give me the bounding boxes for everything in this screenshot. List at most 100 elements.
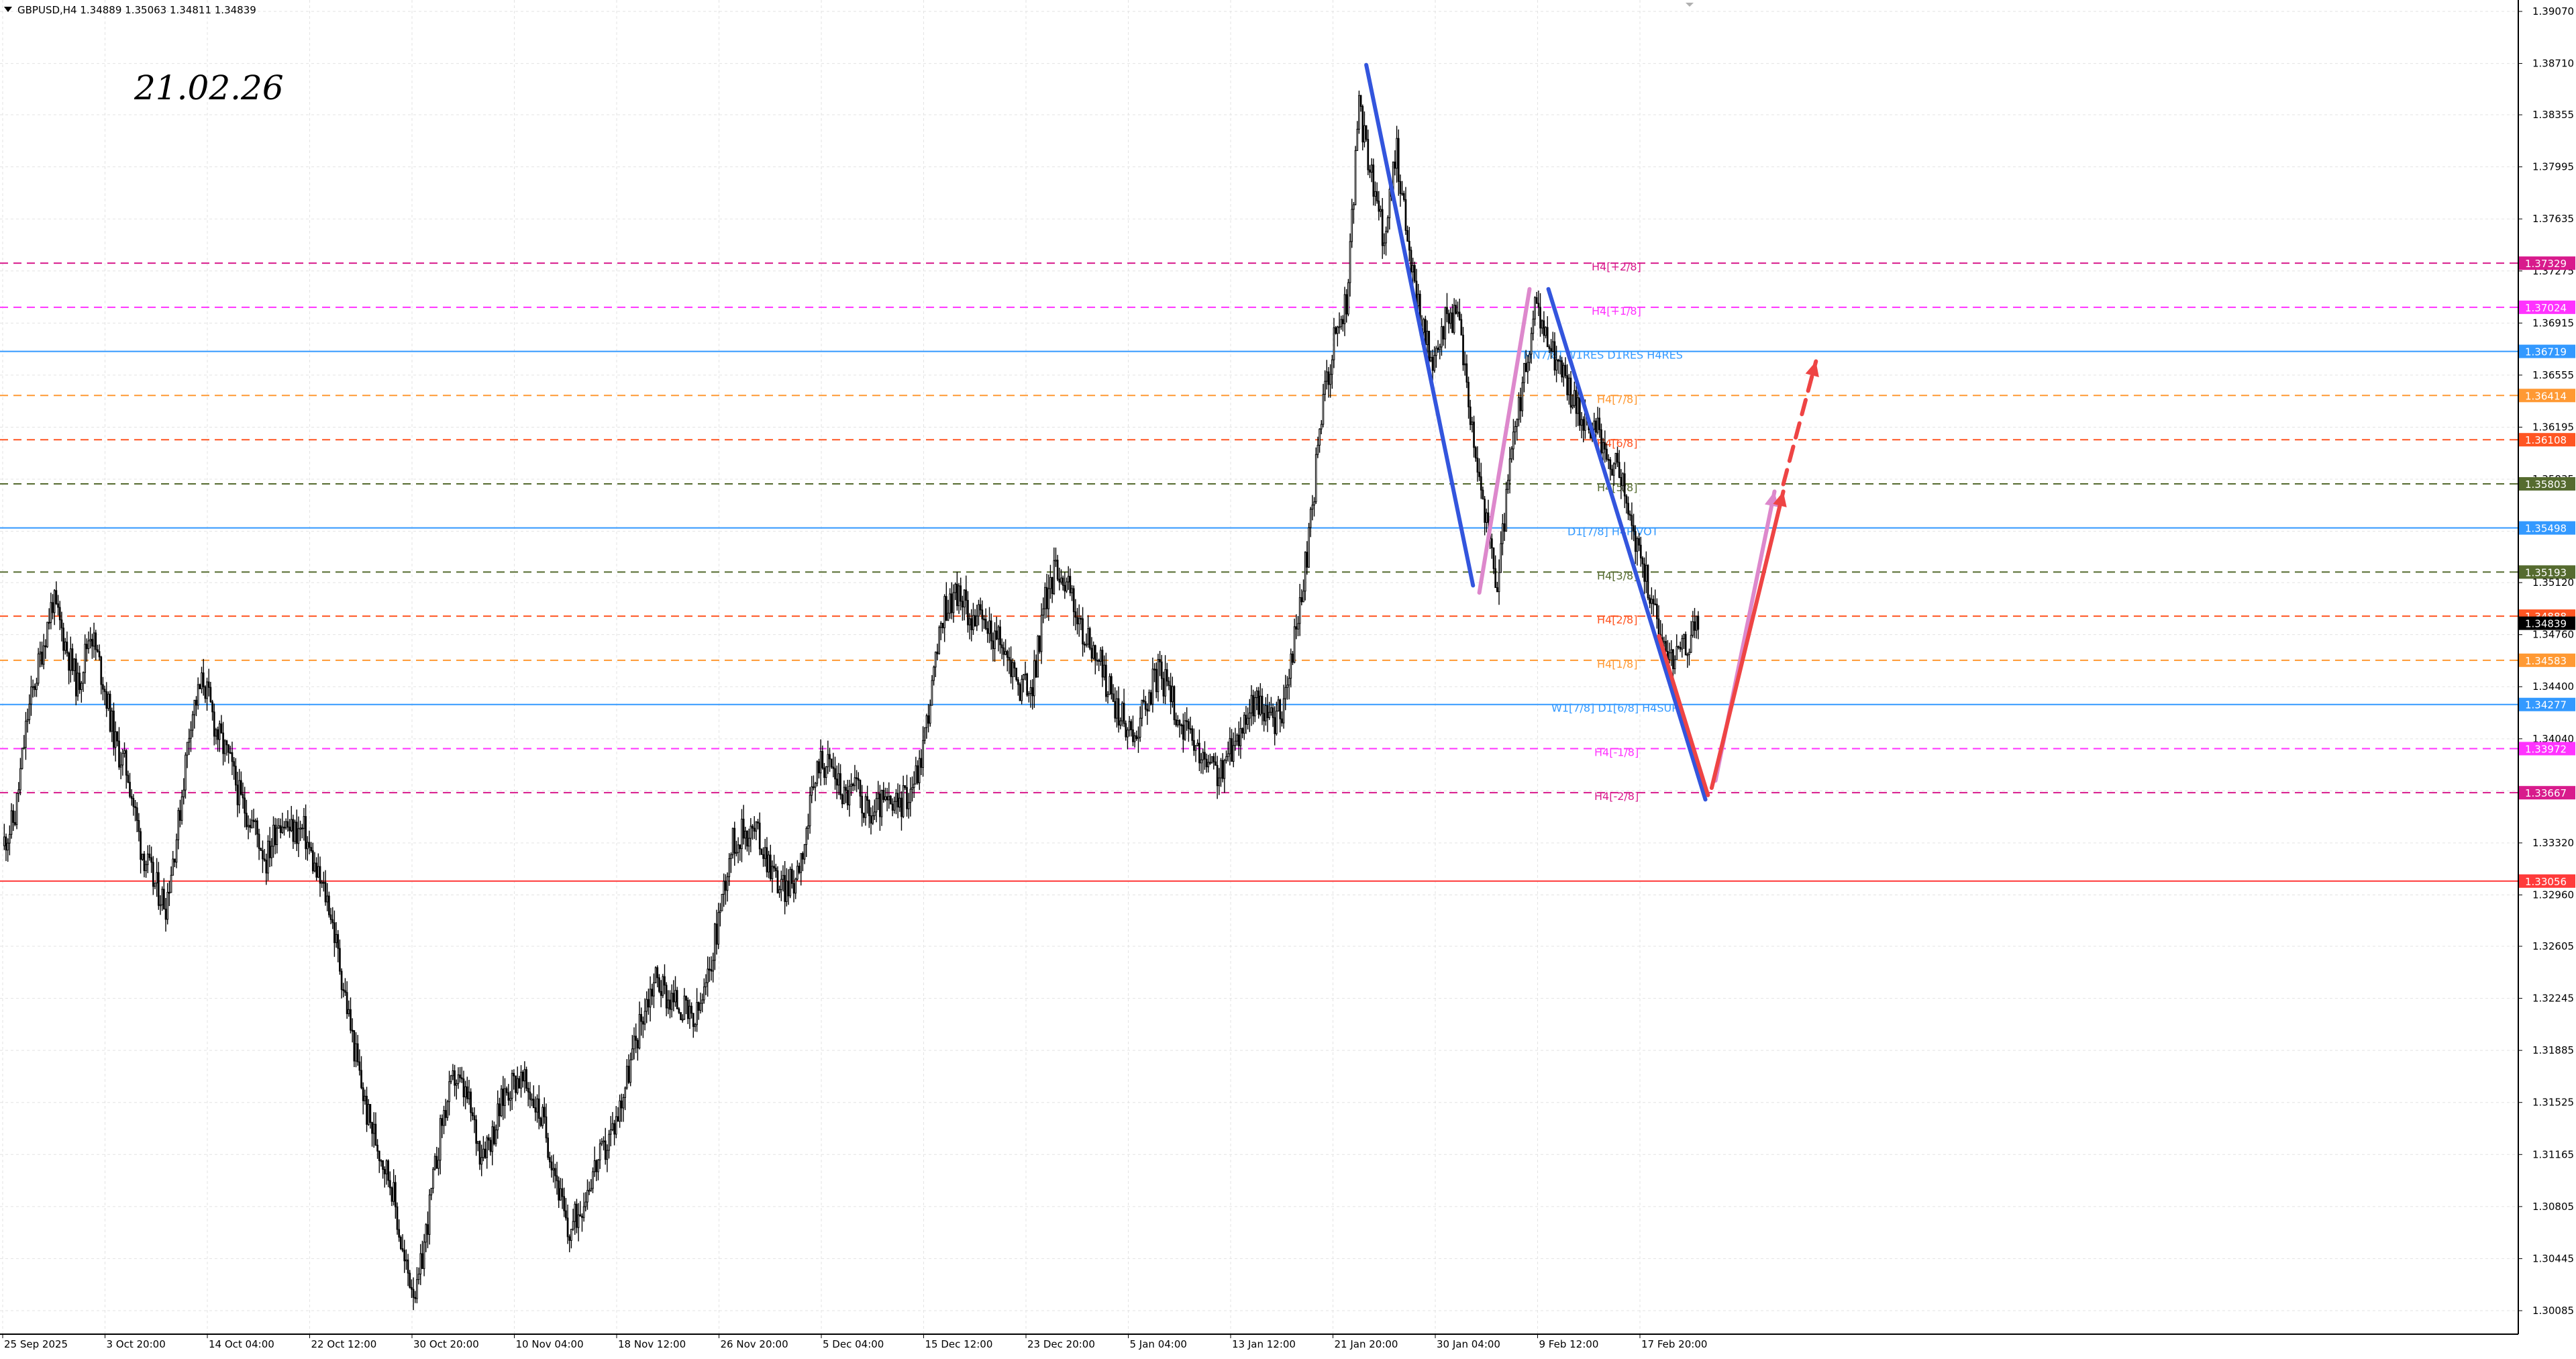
- candle-body: [500, 1089, 503, 1117]
- candle-body: [686, 999, 689, 1019]
- candle-body: [1205, 758, 1208, 768]
- candle-body: [1476, 458, 1479, 473]
- candle-body: [168, 891, 170, 894]
- candle-body: [1265, 705, 1267, 721]
- candle-body: [348, 1009, 350, 1015]
- candle-body: [1035, 660, 1037, 678]
- candle-body: [874, 811, 876, 817]
- current-price-tag-box: [2519, 616, 2575, 630]
- candle-body: [1082, 618, 1084, 645]
- candle-body: [1292, 653, 1294, 663]
- y-tick-label: 1.37995: [2532, 161, 2574, 173]
- y-tick-label: 1.31885: [2532, 1044, 2574, 1056]
- candle-body: [766, 847, 768, 872]
- candle-body: [37, 653, 40, 684]
- candle-body: [525, 1069, 527, 1089]
- candle-body: [1137, 737, 1139, 740]
- candle-body: [730, 854, 732, 859]
- candle-body: [130, 796, 133, 799]
- trend-drawings: [1364, 62, 1819, 802]
- candle-body: [536, 1098, 538, 1113]
- level-label: H4[+2/8]: [1592, 260, 1641, 273]
- candle-body: [287, 821, 289, 827]
- x-tick-label: 13 Jan 12:00: [1232, 1338, 1296, 1350]
- candle-body: [166, 891, 169, 920]
- candle-body: [755, 821, 758, 832]
- candle-body: [787, 880, 790, 897]
- candle-body: [297, 828, 300, 844]
- candle-body: [1031, 687, 1034, 697]
- candle-body: [263, 858, 266, 861]
- candle-body: [335, 934, 338, 944]
- candle-body: [748, 838, 750, 847]
- candle-body: [1019, 684, 1021, 701]
- candle-body: [1537, 303, 1540, 308]
- candle-body: [441, 1118, 444, 1126]
- candle-body: [603, 1140, 605, 1142]
- candles: [3, 91, 1700, 1311]
- candle-body: [574, 1203, 576, 1222]
- candle-body: [229, 752, 231, 754]
- candle-body: [328, 895, 330, 915]
- candle-body: [642, 1021, 644, 1025]
- candle-body: [455, 1083, 458, 1086]
- candle-body: [1116, 698, 1118, 719]
- candle-body: [954, 583, 957, 593]
- candle-body: [1688, 652, 1690, 655]
- candle-body: [265, 860, 268, 874]
- candle-body: [654, 967, 657, 983]
- candle-body: [563, 1196, 566, 1211]
- candle-body: [951, 593, 953, 613]
- level-label: H4[-1/8]: [1594, 746, 1639, 758]
- candle-body: [181, 796, 183, 821]
- candle-body: [1458, 311, 1461, 320]
- candle-body: [1645, 564, 1647, 582]
- candle-body: [1315, 454, 1317, 503]
- candle-body: [1281, 718, 1283, 723]
- candle-body: [1471, 421, 1474, 425]
- candle-body: [1600, 429, 1602, 454]
- candle-body: [289, 826, 291, 832]
- candle-body: [476, 1141, 479, 1144]
- candle-body: [207, 681, 210, 688]
- candle-body: [1127, 729, 1129, 738]
- candle-body: [1692, 621, 1694, 636]
- candle-body: [423, 1242, 425, 1269]
- candle-body: [367, 1104, 370, 1125]
- candle-body: [23, 747, 25, 749]
- candle-body: [60, 619, 63, 629]
- price-tag-text: 1.34583: [2525, 655, 2567, 667]
- candle-body: [414, 1297, 417, 1299]
- shift-marker-icon[interactable]: [1686, 3, 1694, 7]
- candle-body: [579, 1214, 582, 1217]
- candle-body: [1051, 576, 1053, 595]
- dropdown-triangle-icon[interactable]: [4, 7, 12, 12]
- candle-body: [1170, 685, 1172, 703]
- candle-body: [471, 1112, 474, 1117]
- candle-body: [1245, 714, 1247, 725]
- candle-body: [1351, 209, 1353, 242]
- candle-body: [1286, 685, 1288, 688]
- candle-body: [859, 780, 862, 797]
- candle-body: [1297, 623, 1299, 630]
- candle-body: [1243, 714, 1245, 734]
- candle-body: [290, 819, 293, 832]
- candle-body: [1518, 397, 1520, 420]
- y-tick-label: 1.35120: [2532, 576, 2574, 589]
- candle-body: [814, 783, 817, 788]
- candle-body: [1080, 617, 1082, 620]
- candle-body: [845, 787, 847, 791]
- candle-body: [1304, 552, 1306, 592]
- candle-body: [62, 627, 64, 651]
- candle-body: [369, 1104, 372, 1123]
- candle-body: [64, 642, 66, 651]
- candle-body: [1087, 628, 1089, 645]
- candle-body: [552, 1168, 555, 1170]
- candle-body: [1668, 652, 1671, 660]
- candle-body: [1042, 608, 1045, 616]
- candle-body: [247, 825, 250, 827]
- candle-body: [669, 999, 671, 1010]
